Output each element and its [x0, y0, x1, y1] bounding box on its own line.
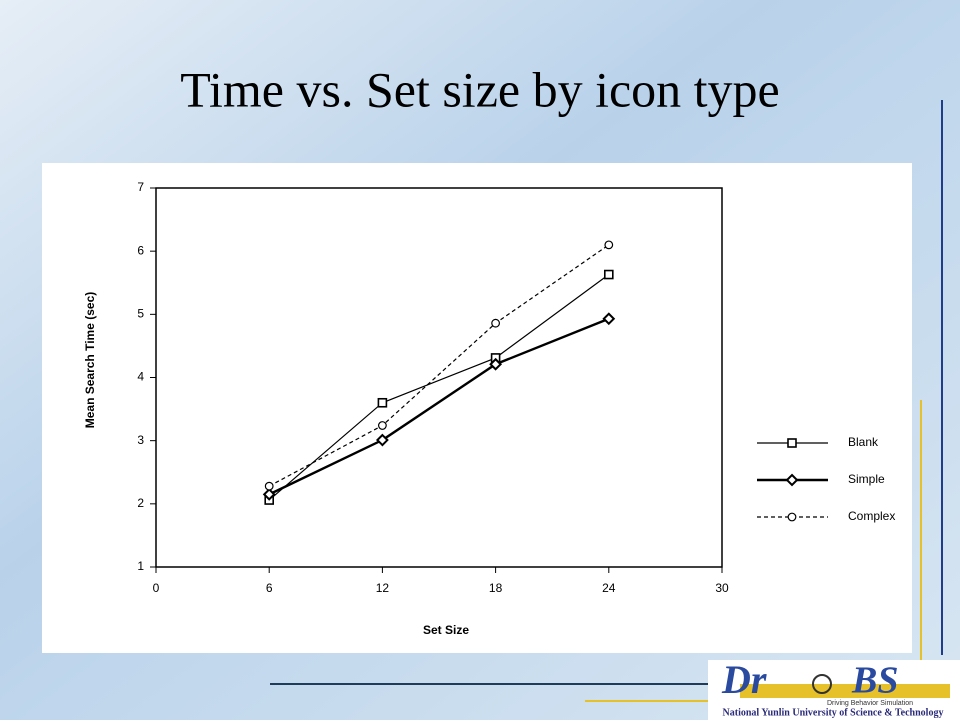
series-line — [268, 317, 610, 496]
marker — [262, 487, 276, 501]
y-tick-label: 3 — [137, 433, 144, 447]
y-tick-label: 5 — [137, 307, 144, 321]
marker — [375, 433, 389, 447]
logo-icon — [812, 674, 832, 694]
x-tick-label: 30 — [715, 581, 729, 595]
y-tick-label: 2 — [137, 496, 144, 510]
marker — [602, 312, 616, 326]
x-tick-label: 0 — [153, 581, 160, 595]
chart-panel — [42, 163, 912, 653]
x-tick-label: 18 — [489, 581, 503, 595]
logo-tagline: Driving Behavior Simulation — [827, 700, 913, 707]
legend-label: Simple — [848, 472, 885, 486]
x-tick-label: 6 — [266, 581, 273, 595]
x-axis-label: Set Size — [423, 623, 469, 637]
legend-marker — [785, 473, 799, 487]
logo-institution: National Yunlin University of Science & … — [723, 707, 944, 718]
y-tick-label: 6 — [137, 243, 144, 257]
series-line — [268, 244, 610, 487]
marker — [491, 318, 501, 328]
legend-label: Blank — [848, 435, 879, 449]
marker — [377, 397, 388, 408]
logo: Dr BS Driving Behavior Simulation Nation… — [708, 657, 960, 720]
legend-label: Complex — [848, 509, 895, 523]
y-tick-label: 4 — [137, 370, 144, 384]
y-tick-label: 1 — [137, 559, 144, 573]
marker — [264, 481, 274, 491]
y-axis-label: Mean Search Time (sec) — [83, 292, 97, 429]
marker — [604, 240, 614, 250]
legend-marker — [787, 438, 797, 448]
logo-left: Dr — [721, 657, 767, 702]
logo-band — [740, 684, 950, 698]
x-tick-label: 12 — [376, 581, 390, 595]
marker — [489, 357, 503, 371]
logo-right: BS — [851, 660, 898, 702]
legend-marker — [787, 512, 797, 522]
marker — [378, 421, 387, 430]
series-line — [268, 274, 610, 501]
slide-title: Time vs. Set size by icon type — [180, 61, 780, 117]
x-tick-label: 24 — [602, 581, 616, 595]
y-tick-label: 7 — [137, 180, 144, 194]
marker — [603, 269, 614, 280]
